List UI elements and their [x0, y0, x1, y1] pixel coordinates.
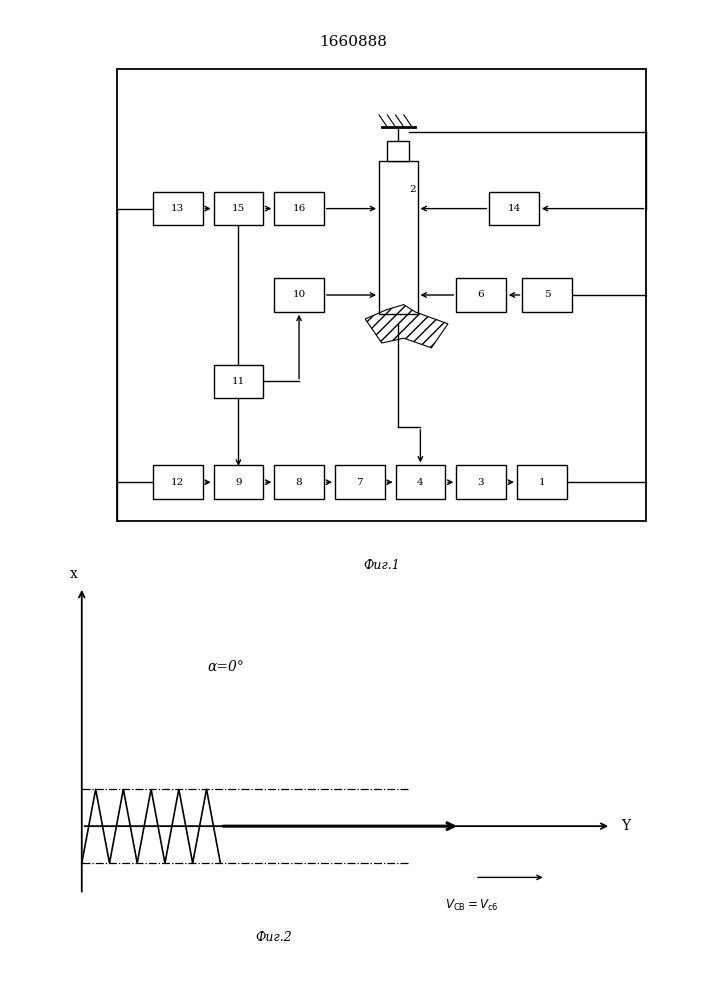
Text: 16: 16 [293, 204, 305, 213]
Text: 8: 8 [296, 478, 303, 487]
Text: 14: 14 [508, 204, 521, 213]
Text: 3: 3 [478, 478, 484, 487]
Bar [153, 465, 203, 499]
Bar [274, 192, 324, 225]
Bar [396, 465, 445, 499]
Text: Y: Y [621, 819, 631, 833]
Text: 9: 9 [235, 478, 242, 487]
Bar [456, 465, 506, 499]
Text: Фиг.2: Фиг.2 [255, 931, 292, 944]
Text: 6: 6 [478, 290, 484, 299]
Text: 1: 1 [539, 478, 545, 487]
Bar [214, 465, 263, 499]
Bar [274, 465, 324, 499]
Text: x: x [70, 567, 78, 581]
Text: 1660888: 1660888 [320, 35, 387, 49]
Text: 2: 2 [409, 185, 416, 194]
Text: 11: 11 [232, 377, 245, 386]
Bar [517, 465, 566, 499]
Text: α=0°: α=0° [208, 660, 245, 674]
Bar [335, 465, 385, 499]
Bar [214, 365, 263, 398]
Bar [274, 278, 324, 312]
Text: 12: 12 [171, 478, 185, 487]
Text: 10: 10 [293, 290, 305, 299]
Text: 7: 7 [356, 478, 363, 487]
Bar [214, 192, 263, 225]
Text: Фиг.1: Фиг.1 [363, 559, 400, 572]
Bar [379, 161, 418, 314]
Text: 13: 13 [171, 204, 185, 213]
Bar [489, 192, 539, 225]
Bar [456, 278, 506, 312]
Bar [387, 141, 409, 161]
Text: 5: 5 [544, 290, 551, 299]
Text: 4: 4 [417, 478, 423, 487]
Bar [153, 192, 203, 225]
Bar [522, 278, 572, 312]
Text: 15: 15 [232, 204, 245, 213]
Text: $V_{\mathsf{CB}}=V_{\mathsf{c6}}$: $V_{\mathsf{CB}}=V_{\mathsf{c6}}$ [445, 898, 498, 913]
